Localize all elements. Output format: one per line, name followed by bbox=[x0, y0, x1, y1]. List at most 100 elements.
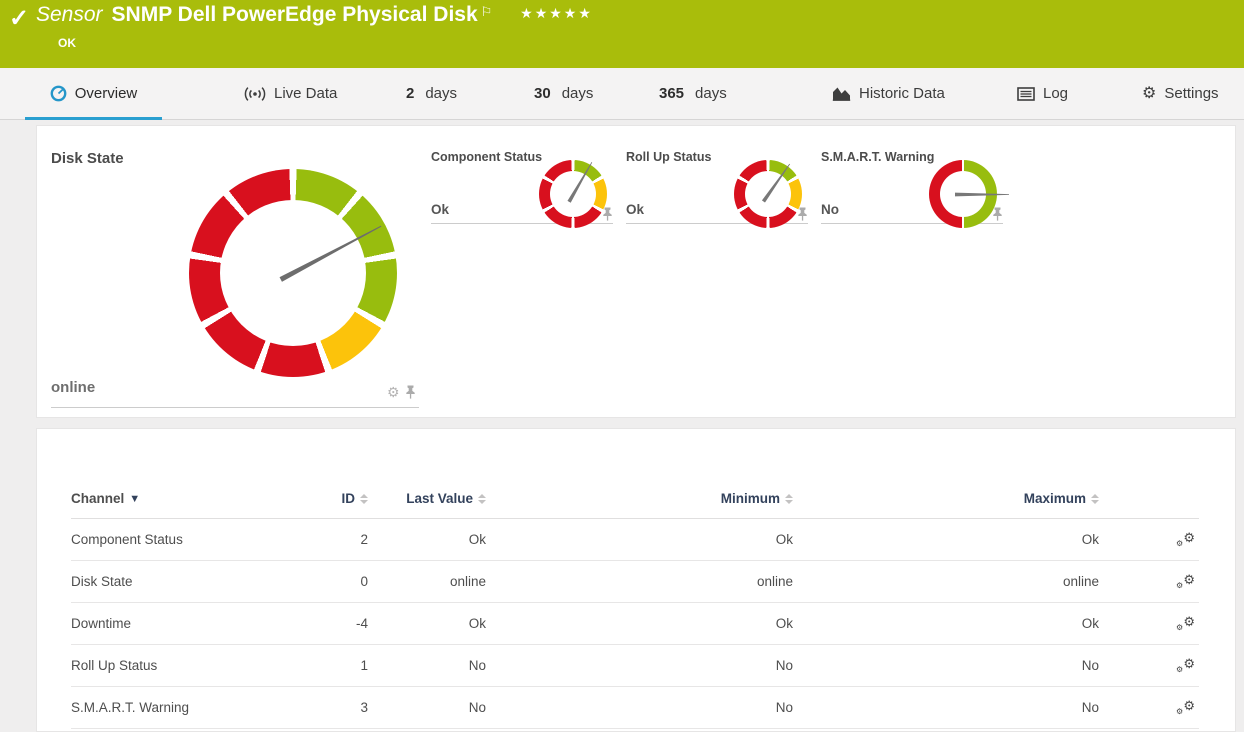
settings-gear-icon: ⚙ bbox=[1142, 84, 1157, 102]
tab-log-label: Log bbox=[1043, 85, 1069, 102]
channel-maximum: No bbox=[1081, 658, 1099, 673]
channel-id: 1 bbox=[360, 658, 368, 673]
channel-settings-icon[interactable]: ⚙ ⚙ bbox=[1176, 571, 1195, 590]
mini-gauge-title: Roll Up Status bbox=[626, 150, 712, 164]
channel-minimum: No bbox=[775, 700, 793, 715]
mini-gauge-value: No bbox=[821, 202, 839, 217]
sort-icon bbox=[785, 493, 793, 504]
disk-state-gauge bbox=[189, 169, 397, 377]
column-header-minimum[interactable]: Minimum bbox=[486, 491, 793, 506]
channel-name: Disk State bbox=[71, 574, 133, 589]
channel-name: Component Status bbox=[71, 532, 183, 547]
table-row-smart-warning[interactable]: S.M.A.R.T. Warning 3 No No No ⚙ ⚙ bbox=[71, 687, 1199, 729]
channel-settings-icon[interactable]: ⚙ ⚙ bbox=[1176, 613, 1195, 632]
tab-log[interactable]: Log bbox=[1013, 68, 1072, 119]
channel-id: 3 bbox=[360, 700, 368, 715]
tab-live-data-label: Live Data bbox=[274, 85, 338, 102]
tab-historic-data[interactable]: Historic Data bbox=[828, 68, 949, 119]
pin-icon[interactable] bbox=[992, 207, 1003, 221]
channel-id: 2 bbox=[360, 532, 368, 547]
object-kind-label: Sensor bbox=[36, 3, 103, 26]
channel-id: -4 bbox=[355, 616, 368, 631]
channel-minimum: No bbox=[775, 658, 793, 673]
tab-settings-label: Settings bbox=[1164, 85, 1219, 102]
priority-stars[interactable]: ★★★★★ bbox=[520, 5, 593, 21]
sensor-header: ✓ Sensor SNMP Dell PowerEdge Physical Dis… bbox=[0, 0, 1244, 68]
primary-gauge-value: online bbox=[51, 379, 96, 396]
tab-2-days[interactable]: 2 days bbox=[402, 68, 461, 119]
sensor-title-row: Sensor SNMP Dell PowerEdge Physical Disk ⚐… bbox=[36, 3, 593, 27]
sort-desc-icon: ▼ bbox=[129, 492, 141, 505]
pin-icon[interactable] bbox=[797, 207, 808, 221]
mini-gauge-dial bbox=[734, 160, 802, 228]
tab-historic-data-label: Historic Data bbox=[859, 85, 945, 102]
pin-icon[interactable] bbox=[602, 207, 613, 221]
channels-table-header: Channel ▼ ID Last Value Minimum Maximum bbox=[71, 479, 1199, 519]
divider bbox=[51, 407, 419, 408]
channel-maximum: Ok bbox=[1081, 616, 1099, 631]
tab-365-days-label: days bbox=[695, 85, 727, 102]
channel-name: S.M.A.R.T. Warning bbox=[71, 700, 190, 715]
mini-gauge-title: S.M.A.R.T. Warning bbox=[821, 150, 935, 164]
mini-gauge-title: Component Status bbox=[431, 150, 543, 164]
sort-icon bbox=[1091, 493, 1099, 504]
gauge-needle bbox=[955, 192, 1009, 198]
sensor-status-text: OK bbox=[58, 36, 76, 50]
mini-gauge-dial bbox=[929, 160, 1009, 228]
historic-data-icon bbox=[832, 87, 851, 101]
flag-icon[interactable]: ⚐ bbox=[480, 4, 493, 19]
tab-live-data[interactable]: Live Data bbox=[240, 68, 341, 119]
channel-name: Roll Up Status bbox=[71, 658, 158, 673]
table-row-component-status[interactable]: Component Status 2 Ok Ok Ok ⚙ ⚙ bbox=[71, 519, 1199, 561]
channel-settings-icon[interactable]: ⚙ ⚙ bbox=[1176, 697, 1195, 716]
channels-panel: Channel ▼ ID Last Value Minimum Maximum C… bbox=[36, 428, 1236, 732]
mini-gauge-value: Ok bbox=[431, 202, 450, 217]
channel-id: 0 bbox=[360, 574, 368, 589]
tab-365-days[interactable]: 365 days bbox=[655, 68, 731, 119]
gauge-settings-icon[interactable]: ⚙ bbox=[387, 384, 400, 400]
table-row-downtime[interactable]: Downtime -4 Ok Ok Ok ⚙ ⚙ bbox=[71, 603, 1199, 645]
channels-table: Channel ▼ ID Last Value Minimum Maximum C… bbox=[71, 479, 1199, 729]
channel-settings-icon[interactable]: ⚙ ⚙ bbox=[1176, 655, 1195, 674]
mini-gauge-dial bbox=[539, 160, 607, 228]
mini-gauge-component-status: Component Status Ok ⚙ bbox=[431, 146, 613, 251]
column-header-last-value[interactable]: Last Value bbox=[368, 491, 486, 506]
column-header-id[interactable]: ID bbox=[333, 491, 368, 506]
tab-bar: Overview Live Data 2 days 30 days 365 da… bbox=[0, 68, 1244, 120]
page-title: SNMP Dell PowerEdge Physical Disk bbox=[111, 3, 478, 26]
tab-settings[interactable]: ⚙ Settings bbox=[1138, 68, 1223, 119]
tab-30-days-number: 30 bbox=[534, 85, 551, 102]
tab-overview-label: Overview bbox=[74, 85, 138, 102]
status-check-icon: ✓ bbox=[9, 5, 30, 32]
table-row-roll-up-status[interactable]: Roll Up Status 1 No No No ⚙ ⚙ bbox=[71, 645, 1199, 687]
gauges-panel: Disk State online ⚙ Component Status Ok bbox=[36, 125, 1236, 418]
live-data-icon bbox=[244, 86, 266, 101]
tab-2-days-number: 2 bbox=[406, 85, 415, 102]
channel-minimum: Ok bbox=[775, 532, 793, 547]
divider bbox=[431, 223, 613, 224]
tab-2-days-label: days bbox=[425, 85, 458, 102]
tab-365-days-number: 365 bbox=[659, 85, 685, 102]
column-header-maximum[interactable]: Maximum bbox=[793, 491, 1099, 506]
gauge-actions: ⚙ bbox=[387, 385, 416, 399]
pin-icon[interactable] bbox=[405, 385, 416, 399]
sort-icon bbox=[360, 493, 368, 504]
gauge-icon bbox=[50, 85, 67, 102]
divider bbox=[626, 223, 808, 224]
channel-last-value: Ok bbox=[468, 616, 486, 631]
primary-gauge-title: Disk State bbox=[51, 150, 124, 167]
table-row-disk-state[interactable]: Disk State 0 online online online ⚙ ⚙ bbox=[71, 561, 1199, 603]
channel-minimum: Ok bbox=[775, 616, 793, 631]
channel-last-value: Ok bbox=[468, 532, 486, 547]
channel-minimum: online bbox=[756, 574, 793, 589]
channel-last-value: online bbox=[449, 574, 486, 589]
tab-overview[interactable]: Overview bbox=[25, 68, 162, 120]
divider bbox=[821, 223, 1003, 224]
channel-last-value: No bbox=[468, 658, 486, 673]
tab-30-days[interactable]: 30 days bbox=[530, 68, 597, 119]
mini-gauge-value: Ok bbox=[626, 202, 645, 217]
channel-settings-icon[interactable]: ⚙ ⚙ bbox=[1176, 529, 1195, 548]
channel-name: Downtime bbox=[71, 616, 132, 631]
column-header-channel[interactable]: Channel ▼ bbox=[71, 491, 141, 506]
